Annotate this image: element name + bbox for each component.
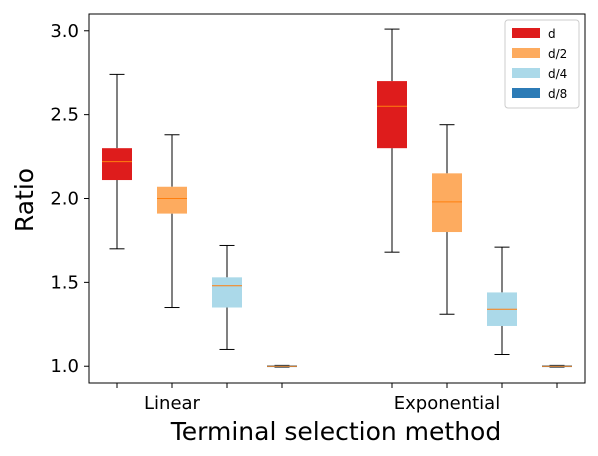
x-axis-title: Terminal selection method <box>170 417 501 446</box>
legend-frame <box>504 19 580 109</box>
axes: 1.0 1.5 2.0 2.5 3.0 Linear Exponential <box>50 13 586 414</box>
legend-label-d-8: d/8 <box>548 87 567 101</box>
legend-swatch-d-8 <box>512 88 540 98</box>
box-body <box>432 173 462 233</box>
box-d-4-exponential <box>487 246 517 355</box>
box-d-exponential <box>377 28 407 253</box>
legend-swatch-d <box>512 28 540 38</box>
legend: d d/2 d/4 d/8 <box>504 19 580 109</box>
y-tick-label: 2.5 <box>50 105 79 126</box>
y-tick-label: 1.5 <box>50 272 79 293</box>
box-body <box>377 81 407 149</box>
x-category-label: Exponential <box>394 393 500 414</box>
y-axis-title: Ratio <box>10 168 39 232</box>
y-tick-label: 2.0 <box>50 189 79 210</box>
legend-label-d-4: d/4 <box>548 67 567 81</box>
y-tick-label: 1.0 <box>50 356 79 377</box>
box-d-8-linear <box>267 364 297 368</box>
box-d-4-linear <box>212 244 242 350</box>
plot-area <box>102 28 572 368</box>
box-d-8-exponential <box>542 364 572 368</box>
legend-label-d-2: d/2 <box>548 47 567 61</box>
legend-swatch-d-2 <box>512 48 540 58</box>
box-body <box>102 148 132 181</box>
legend-swatch-d-4 <box>512 68 540 78</box>
y-tick-label: 3.0 <box>50 21 79 42</box>
box-d-linear <box>102 73 132 250</box>
legend-label-d: d <box>548 27 556 41</box>
box-body <box>212 277 242 308</box>
box-d-2-linear <box>157 134 187 309</box>
x-category-label: Linear <box>144 393 201 414</box>
box-body <box>157 186 187 214</box>
box-d-2-exponential <box>432 124 462 315</box>
